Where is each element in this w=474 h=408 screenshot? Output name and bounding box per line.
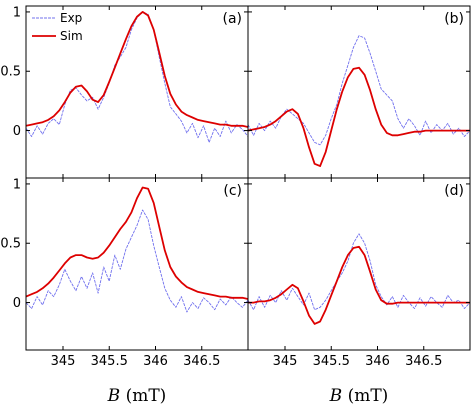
series-sim-line-d xyxy=(248,245,470,325)
panel-frame-c xyxy=(25,177,249,351)
series-exp-line-b xyxy=(248,35,470,146)
y-tick-label: 0 xyxy=(13,296,21,311)
series-exp-line-d xyxy=(248,233,470,311)
panel-frame-d xyxy=(247,177,471,351)
x-axis-symbol: B xyxy=(329,386,343,406)
x-tick-label: 345 xyxy=(51,354,76,369)
x-axis-title-d: B (mT) xyxy=(329,386,389,406)
y-tick-label: 0.5 xyxy=(0,237,21,252)
x-tick-label: 346.5 xyxy=(183,354,220,369)
x-axis-symbol: B xyxy=(107,386,121,406)
series-sim-line-a xyxy=(26,10,248,128)
x-axis-unit: (mT) xyxy=(120,386,166,406)
panel-label-c: (c) xyxy=(223,183,242,199)
legend-label-sim: Sim xyxy=(60,29,83,43)
panel-label-b: (b) xyxy=(444,11,464,27)
series-sim-line-c xyxy=(26,186,248,300)
panel-label-d: (d) xyxy=(444,183,464,199)
legend-label-exp: Exp xyxy=(60,11,82,25)
x-axis-title-c: B (mT) xyxy=(107,386,167,406)
x-axis-unit: (mT) xyxy=(342,386,388,406)
y-tick-label: 1 xyxy=(13,177,21,192)
y-tick-label: 0.5 xyxy=(0,65,21,80)
x-tick-label: 345 xyxy=(273,354,298,369)
y-tick-label: 0 xyxy=(13,124,21,139)
panel-frame-b xyxy=(247,5,471,179)
x-tick-label: 346 xyxy=(143,354,168,369)
x-tick-label: 345.5 xyxy=(313,354,350,369)
y-tick-label: 1 xyxy=(13,5,21,20)
x-tick-label: 346 xyxy=(365,354,390,369)
x-tick-label: 345.5 xyxy=(91,354,128,369)
panel-label-a: (a) xyxy=(222,11,242,27)
series-sim-line-b xyxy=(248,66,470,168)
series-exp-line-c xyxy=(26,209,248,313)
x-tick-label: 346.5 xyxy=(405,354,442,369)
